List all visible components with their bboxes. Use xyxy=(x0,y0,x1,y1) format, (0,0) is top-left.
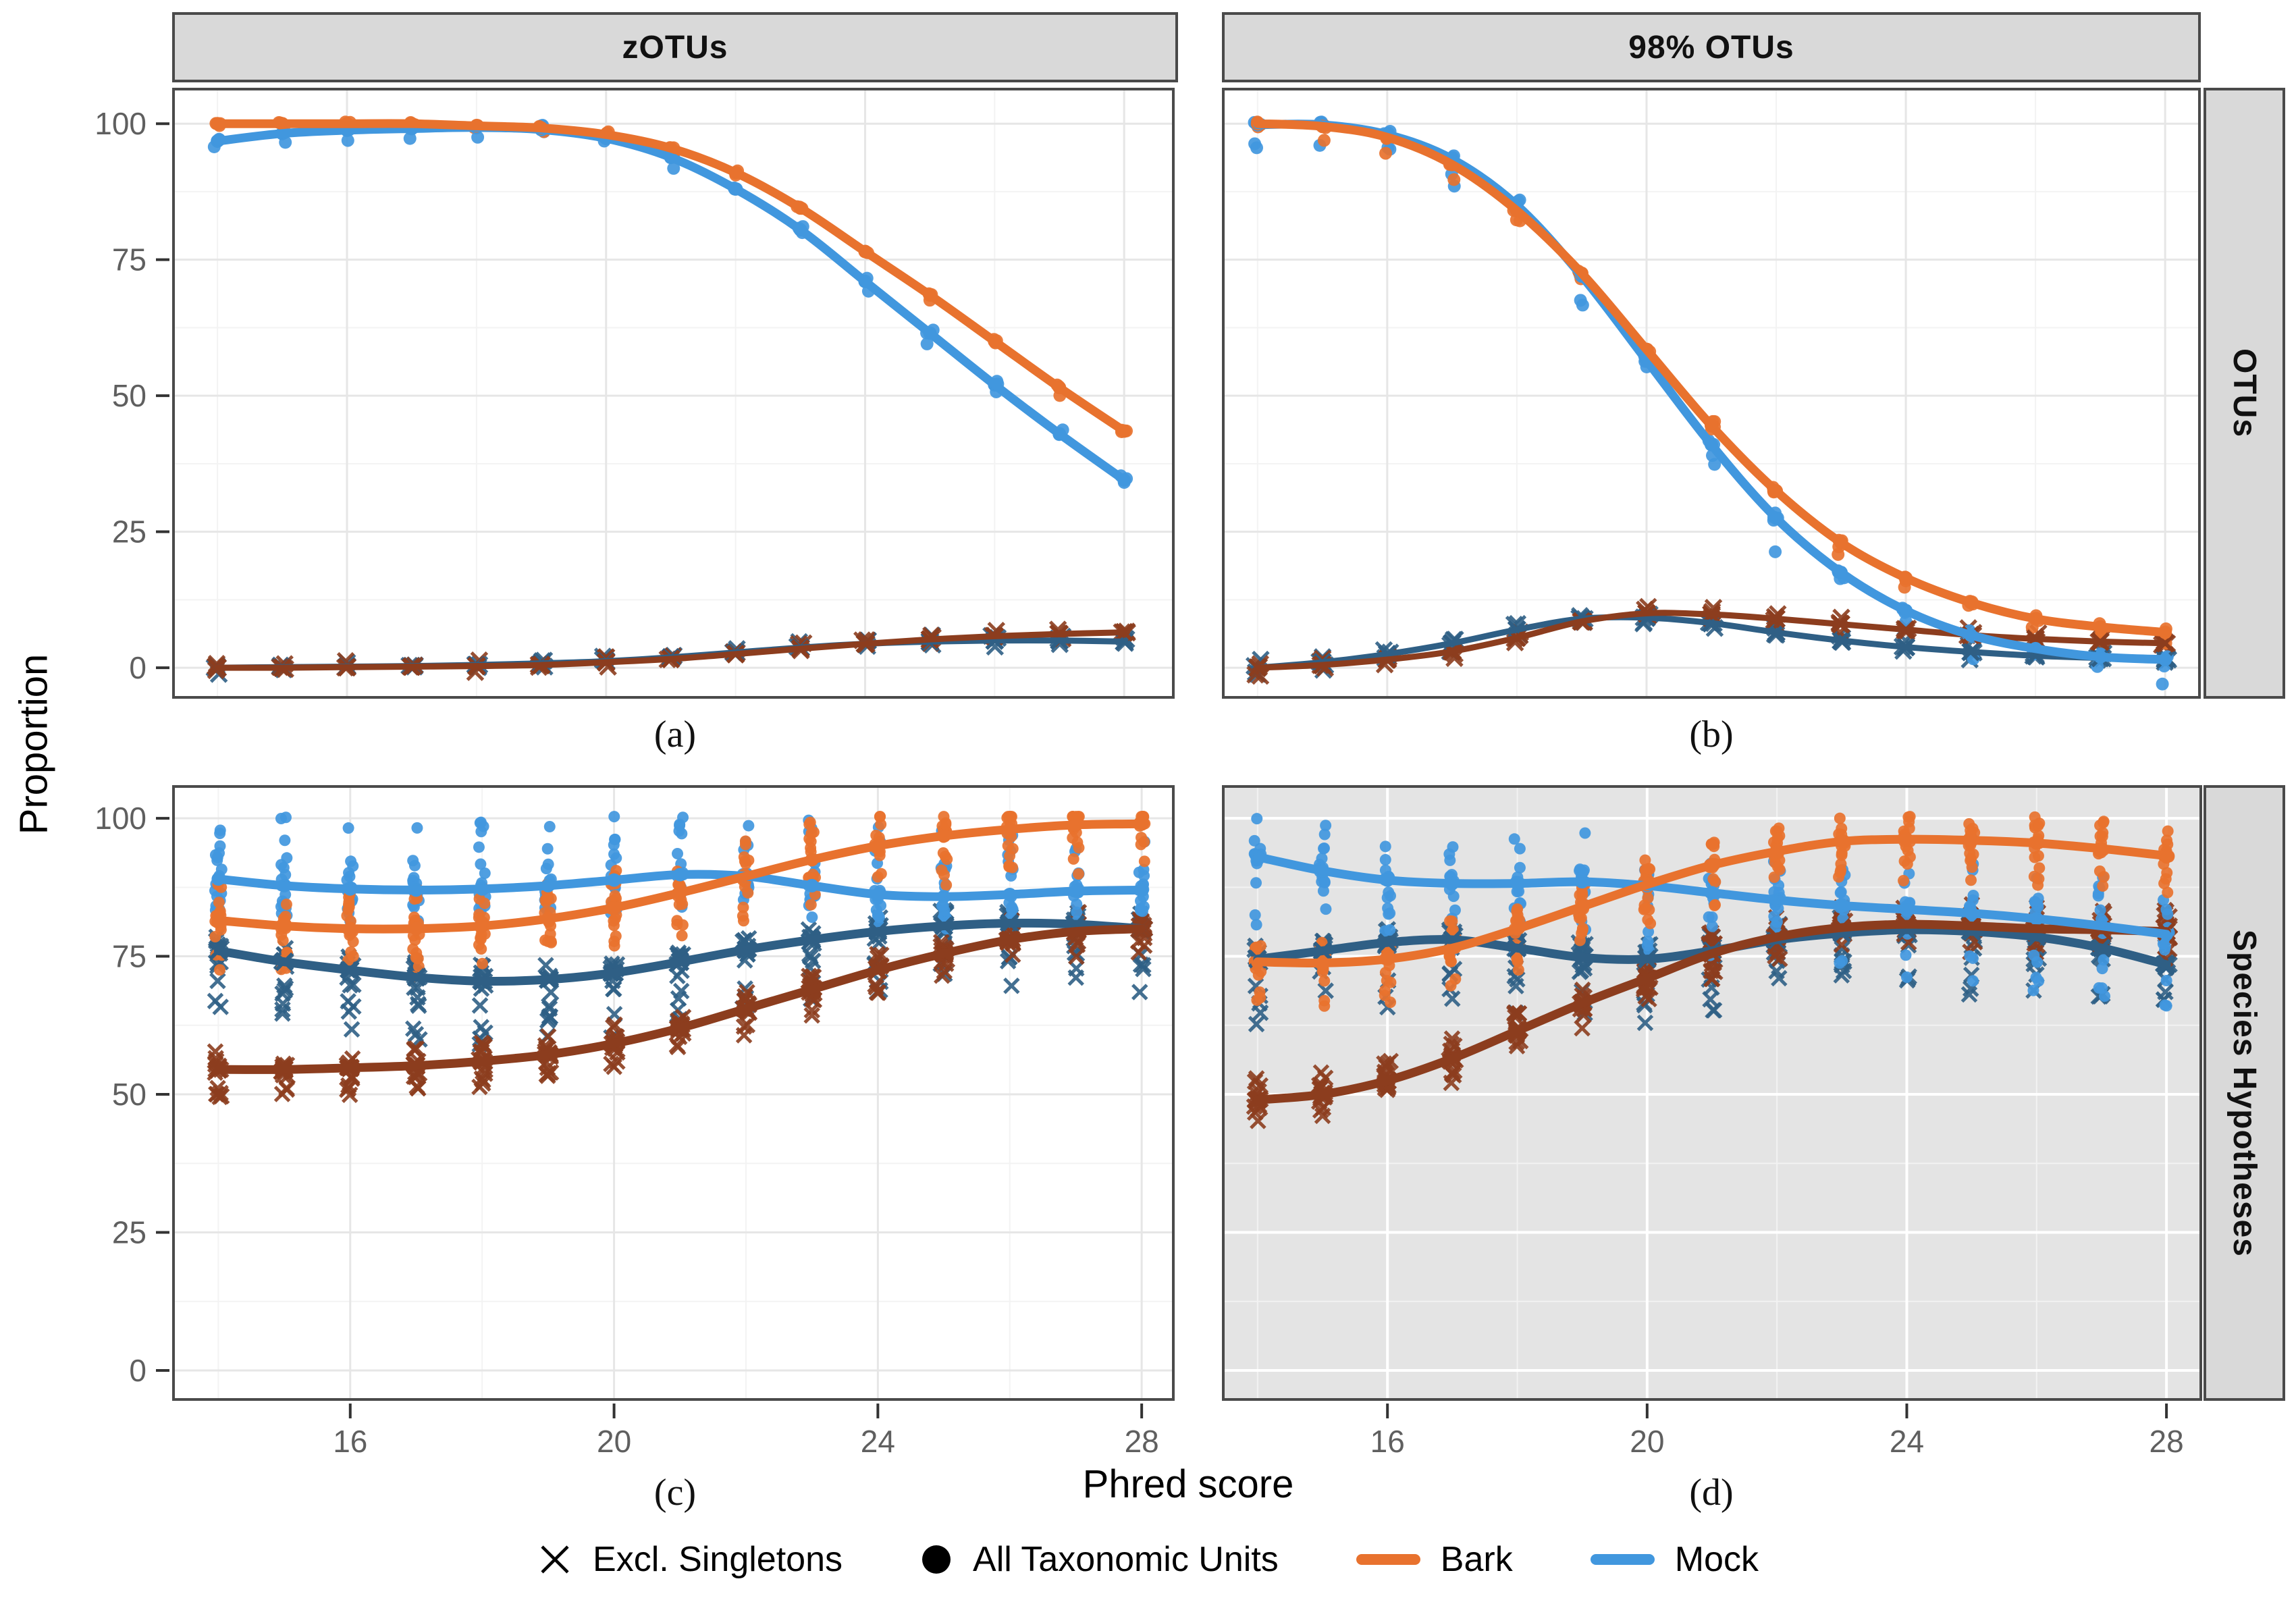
y-axis-title-wrap: Proportion xyxy=(0,88,68,1401)
facet-strip-otus-label: OTUs xyxy=(2226,348,2262,438)
svg-text:24: 24 xyxy=(1890,1424,1924,1459)
y-axis-title: Proportion xyxy=(11,653,56,835)
bark-line-swatch xyxy=(1356,1554,1420,1565)
panel-letter-a: (a) xyxy=(653,714,697,755)
svg-text:16: 16 xyxy=(1370,1424,1405,1459)
legend-label-mock: Mock xyxy=(1674,1540,1759,1579)
facet-strip-98otus: 98% OTUs xyxy=(1222,12,2201,82)
facet-strip-zotus-label: zOTUs xyxy=(622,29,728,65)
svg-text:100: 100 xyxy=(95,801,146,836)
panel-c-chart: 0 25 50 75 100 16 20 24 28 xyxy=(95,785,1175,1459)
svg-text:25: 25 xyxy=(112,514,146,550)
facet-strip-species-hypotheses-label: Species Hypotheses xyxy=(2226,929,2262,1257)
legend-item-bark: Bark xyxy=(1356,1539,1513,1580)
panel-letter-c: (c) xyxy=(653,1472,697,1514)
legend-item-excl-singletons: Excl. Singletons xyxy=(537,1539,843,1580)
facet-strip-otus: OTUs xyxy=(2204,88,2285,699)
panel-letter-d: (d) xyxy=(1689,1472,1734,1514)
facet-strip-98otus-label: 98% OTUs xyxy=(1628,29,1794,65)
x-axis-title-wrap: Phred score xyxy=(172,1462,2204,1507)
svg-text:50: 50 xyxy=(112,378,146,413)
facet-strip-zotus: zOTUs xyxy=(172,12,1178,82)
svg-text:28: 28 xyxy=(1125,1424,1159,1459)
legend-label-excl-singletons: Excl. Singletons xyxy=(593,1540,843,1579)
x-marker-icon xyxy=(541,1545,569,1574)
dot-marker-icon xyxy=(922,1545,951,1574)
svg-text:75: 75 xyxy=(112,242,146,277)
panel-d-chart: 16 20 24 28 xyxy=(1222,785,2202,1459)
facet-strip-species-hypotheses: Species Hypotheses xyxy=(2204,785,2285,1401)
svg-text:20: 20 xyxy=(597,1424,631,1459)
svg-text:16: 16 xyxy=(333,1424,367,1459)
legend-item-mock: Mock xyxy=(1590,1539,1759,1580)
panel-a-chart: 0 25 50 75 100 xyxy=(95,88,1175,699)
svg-text:75: 75 xyxy=(112,939,146,974)
mock-line-swatch xyxy=(1590,1554,1655,1565)
svg-text:24: 24 xyxy=(861,1424,895,1459)
legend-label-bark: Bark xyxy=(1440,1540,1513,1579)
svg-text:0: 0 xyxy=(129,650,146,685)
legend: Excl. Singletons All Taxonomic Units Bar… xyxy=(0,1522,2296,1597)
panel-b-chart xyxy=(1222,88,2201,699)
svg-text:50: 50 xyxy=(112,1077,146,1112)
svg-text:0: 0 xyxy=(129,1353,146,1388)
svg-text:20: 20 xyxy=(1630,1424,1664,1459)
svg-text:28: 28 xyxy=(2150,1424,2184,1459)
legend-label-all-taxonomic-units: All Taxonomic Units xyxy=(973,1540,1279,1579)
svg-text:100: 100 xyxy=(95,106,146,141)
svg-text:25: 25 xyxy=(112,1215,146,1250)
legend-item-all-taxonomic-units: All Taxonomic Units xyxy=(920,1539,1279,1580)
x-axis-title: Phred score xyxy=(1082,1462,1294,1506)
panel-letter-b: (b) xyxy=(1689,714,1734,755)
